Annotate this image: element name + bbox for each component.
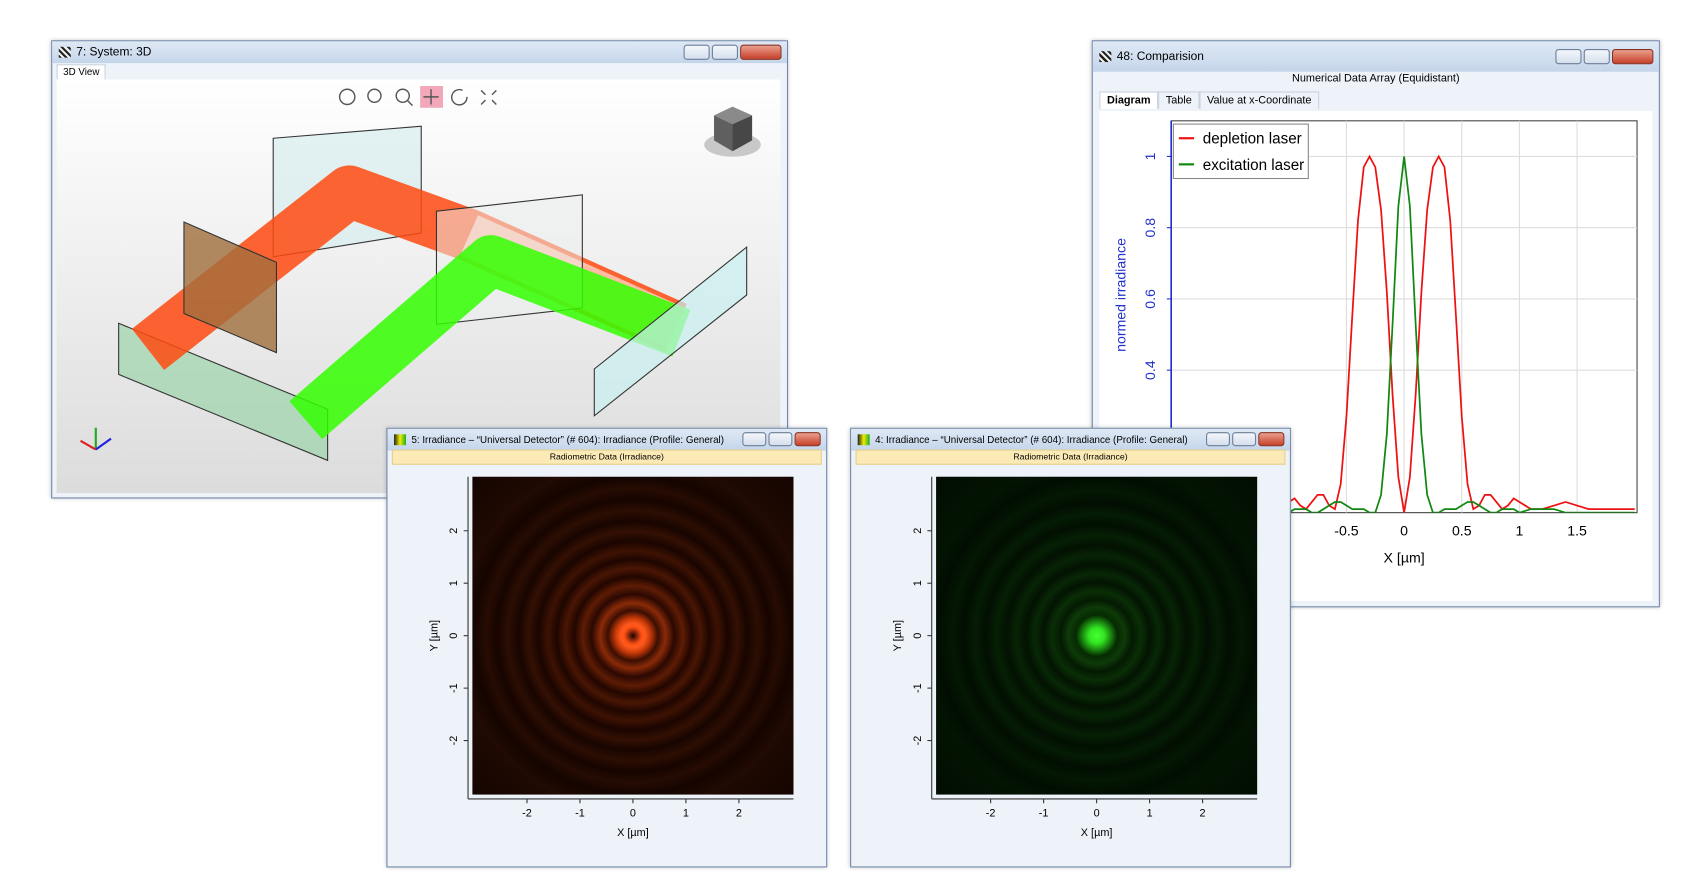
x-axis-label: X [µm]: [1384, 550, 1425, 566]
x-tick-label: 0: [1400, 523, 1408, 539]
irradiance-image: [936, 476, 1258, 795]
y-tick-label: 2: [912, 528, 924, 534]
tab[interactable]: Table: [1158, 91, 1200, 109]
x-tick-label: 2: [736, 807, 742, 819]
x-tick-label: -2: [986, 807, 996, 819]
y-tick-label: 1: [1142, 152, 1158, 160]
panel-header: Radiometric Data (Irradiance): [391, 449, 822, 465]
y-tick-label: -2: [448, 736, 460, 746]
y-tick-label: 0: [448, 633, 460, 639]
tab[interactable]: Diagram: [1099, 91, 1159, 109]
y-axis-label: Y [µm]: [429, 620, 441, 651]
maximize-button[interactable]: [768, 432, 793, 447]
y-tick-label: -1: [912, 683, 924, 693]
data-line: [1173, 156, 1635, 513]
axis-triad: [80, 427, 112, 451]
x-tick-label: 0: [1094, 807, 1100, 819]
x-tick-label: 0: [630, 807, 636, 819]
irradiance-window: 5: Irradiance – “Universal Detector” (# …: [386, 427, 828, 868]
y-tick-label: 0.8: [1142, 218, 1158, 238]
minimize-button[interactable]: [1206, 432, 1230, 447]
y-tick-label: 0.6: [1142, 289, 1158, 309]
window-buttons: [742, 432, 821, 447]
plane: [593, 245, 748, 417]
close-button[interactable]: [1258, 432, 1285, 447]
toolbar: [338, 85, 497, 108]
y-tick-label: 1: [912, 580, 924, 586]
x-tick-label: 2: [1200, 807, 1206, 819]
x-tick-label: -2: [522, 807, 532, 819]
y-tick-label: 1: [448, 580, 460, 586]
x-tick-label: 1: [683, 807, 689, 819]
y-tick-label: 0: [912, 633, 924, 639]
window-title: 7: System: 3D: [76, 45, 152, 59]
maximize-button[interactable]: [711, 44, 738, 60]
window-icon: [394, 434, 406, 446]
window-title: 5: Irradiance – “Universal Detector” (# …: [411, 434, 724, 446]
window-title: 48: Comparision: [1116, 50, 1204, 64]
3d-view: [56, 79, 781, 494]
tab-strip: Diagram Table Value at x-Coordinate: [1099, 91, 1320, 109]
tab[interactable]: Value at x-Coordinate: [1199, 91, 1320, 109]
maximize-button[interactable]: [1583, 48, 1610, 65]
plot-axes: -2 -1 0 1 2 -2 -1 0 1 2 X [µm] Y [µm]: [892, 476, 1258, 839]
minimize-button[interactable]: [1555, 48, 1582, 65]
y-tick-label: -1: [448, 683, 460, 693]
irradiance-window: 4: Irradiance – “Universal Detector” (# …: [850, 427, 1291, 868]
title-bar: 48: Comparision: [1092, 41, 1659, 72]
minimize-button[interactable]: [683, 44, 710, 60]
irradiance-image: [472, 476, 794, 795]
maximize-button[interactable]: [1232, 432, 1257, 447]
title-bar: 7: System: 3D: [52, 41, 787, 64]
x-tick-label: 0.5: [1452, 523, 1472, 539]
legend-label: excitation laser: [1203, 157, 1305, 174]
close-button[interactable]: [794, 432, 821, 447]
x-tick-label: 1.5: [1567, 523, 1587, 539]
x-tick-label: -0.5: [1334, 523, 1358, 539]
x-axis-label: X [µm]: [617, 827, 649, 839]
plane: [183, 221, 278, 354]
plot-axes: -2 -1 0 1 2 -2 -1 0 1 2 X [µm] Y [µm]: [429, 476, 794, 839]
x-tick-label: 1: [1515, 523, 1523, 539]
x-tick-label: -1: [575, 807, 585, 819]
y-tick-label: -2: [912, 736, 924, 746]
panel-header: Numerical Data Array (Equidistant): [1097, 71, 1655, 88]
x-axis-label: X [µm]: [1081, 827, 1113, 839]
minimize-button[interactable]: [742, 432, 767, 447]
window-title: 4: Irradiance – “Universal Detector” (# …: [875, 434, 1188, 446]
view-cube: [704, 106, 761, 157]
close-button[interactable]: [1612, 48, 1654, 65]
close-button[interactable]: [740, 44, 782, 60]
window-buttons: [1206, 432, 1285, 447]
tab[interactable]: 3D View: [56, 64, 106, 80]
system-window: 7: System: 3D 3D View: [51, 40, 789, 499]
y-tick-label: 0.4: [1142, 360, 1158, 380]
x-tick-label: 1: [1147, 807, 1153, 819]
y-axis-label: normed irradiance: [1112, 238, 1128, 352]
x-tick-label: -1: [1039, 807, 1049, 819]
panel-header: Radiometric Data (Irradiance): [855, 449, 1286, 465]
title-bar: 5: Irradiance – “Universal Detector” (# …: [387, 428, 827, 451]
legend-label: depletion laser: [1203, 131, 1302, 148]
y-axis-label: Y [µm]: [892, 620, 904, 651]
title-bar: 4: Irradiance – “Universal Detector” (# …: [851, 428, 1290, 451]
window-icon: [857, 434, 870, 446]
y-tick-label: 2: [448, 528, 460, 534]
legend-box: [1172, 123, 1309, 180]
green-beam: [289, 235, 691, 440]
